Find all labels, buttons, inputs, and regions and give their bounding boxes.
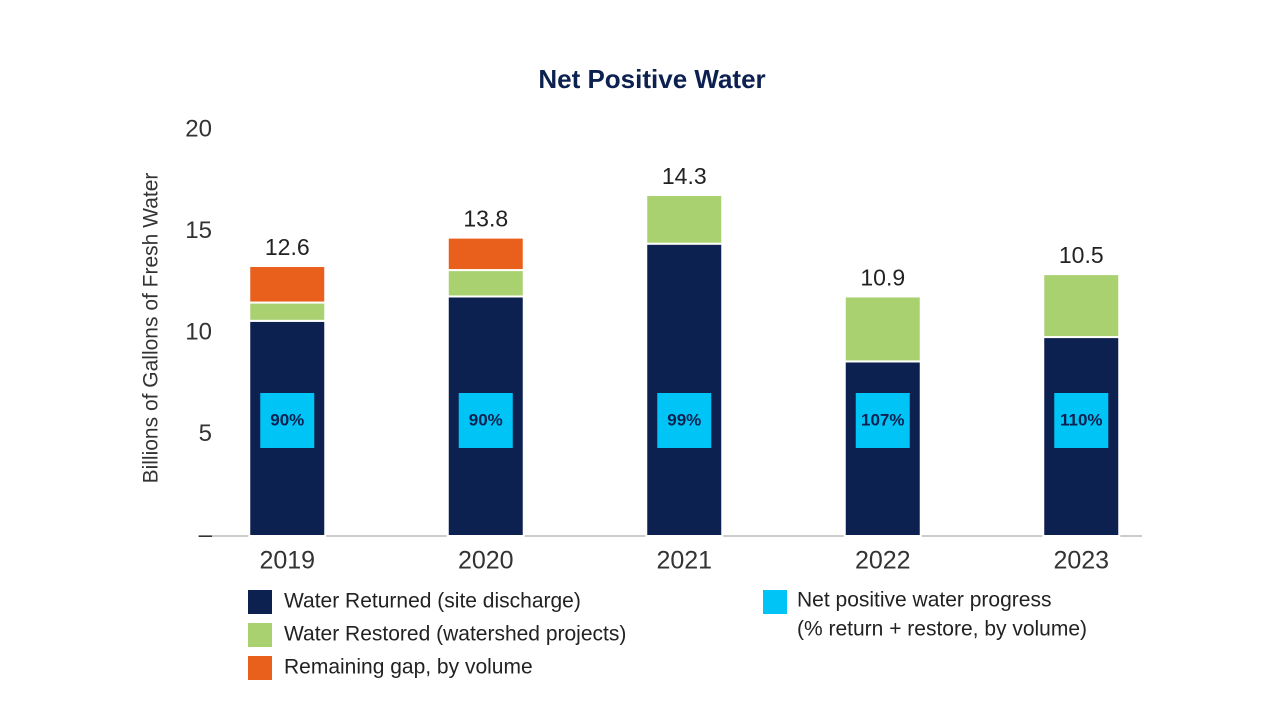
legend-label: Water Restored (watershed projects)	[284, 623, 626, 646]
total-label: 10.9	[860, 265, 905, 291]
progress-box	[657, 393, 712, 448]
bar-segment	[843, 295, 922, 363]
y-tick-label: 15	[185, 217, 212, 244]
legend-swatch	[763, 590, 787, 614]
bar-segment	[446, 269, 525, 298]
legend-label: (% return + restore, by volume)	[797, 618, 1087, 641]
y-axis-label: Billions of Gallons of Fresh Water	[140, 173, 163, 484]
x-tick-label: 2023	[1053, 547, 1109, 575]
bar-segment	[248, 265, 327, 304]
progress-label: 90%	[270, 410, 304, 429]
progress-label: 99%	[667, 410, 701, 429]
chart-title: Net Positive Water	[538, 64, 765, 94]
progress-box	[1054, 393, 1109, 448]
legend-swatch	[248, 590, 272, 614]
progress-label: 107%	[861, 410, 904, 429]
x-tick-label: 2020	[458, 547, 514, 575]
progress-label: 90%	[469, 410, 503, 429]
legend-label: Remaining gap, by volume	[284, 656, 533, 679]
legend-swatch	[248, 623, 272, 647]
legend-label: Water Returned (site discharge)	[284, 590, 581, 613]
x-tick-label: 2021	[656, 547, 712, 575]
bar-segment	[1042, 273, 1121, 339]
total-label: 10.5	[1059, 242, 1104, 268]
y-tick-label: 10	[185, 318, 212, 345]
progress-box	[458, 393, 513, 448]
legend-swatch	[248, 656, 272, 680]
bar-segment	[645, 242, 724, 537]
legend-label: Net positive water progress	[797, 589, 1051, 612]
bar-segment	[843, 360, 922, 538]
bar-segment	[645, 193, 724, 245]
total-label: 14.3	[662, 163, 707, 189]
y-tick-label: –	[199, 521, 213, 548]
total-label: 13.8	[463, 206, 508, 232]
total-label: 12.6	[265, 234, 310, 260]
y-tick-label: 5	[199, 420, 212, 447]
x-tick-label: 2022	[855, 547, 911, 575]
x-tick-label: 2019	[259, 547, 315, 575]
progress-box	[855, 393, 910, 448]
bar-segment	[446, 236, 525, 272]
y-tick-label: 20	[185, 115, 212, 142]
progress-label: 110%	[1060, 410, 1103, 429]
bar-segment	[248, 301, 327, 322]
progress-box	[260, 393, 315, 448]
